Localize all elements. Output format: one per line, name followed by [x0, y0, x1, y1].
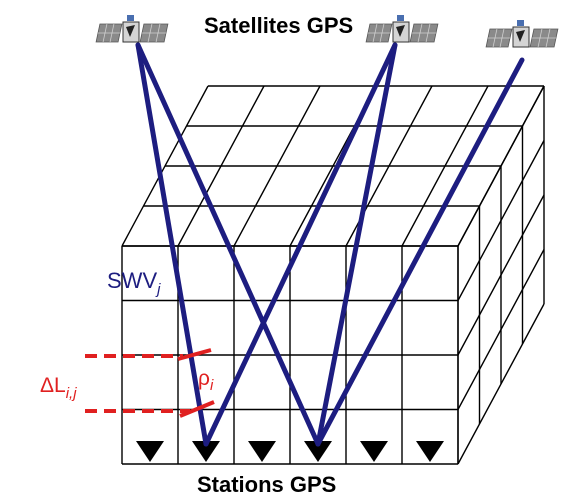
rho-segment-upper	[177, 348, 212, 361]
ray-path	[315, 57, 525, 447]
station-icon	[304, 441, 332, 462]
satellite-icon	[365, 14, 439, 43]
swv-label: SWVj	[107, 268, 161, 298]
satellite-icon	[485, 19, 559, 48]
ray-path	[135, 42, 321, 447]
ray-path	[315, 42, 398, 447]
satellite-icon	[95, 14, 169, 43]
stations-row	[136, 441, 444, 462]
delta-l-label: ΔLi,j	[40, 374, 77, 402]
station-icon	[248, 441, 276, 462]
ray-path	[135, 42, 209, 447]
station-icon	[360, 441, 388, 462]
delta-l-markers	[85, 348, 215, 418]
ray-path	[203, 42, 398, 447]
rho-segment-lower	[179, 400, 215, 418]
station-icon	[136, 441, 164, 462]
satellites-label: Satellites GPS	[204, 13, 353, 38]
station-icon	[416, 441, 444, 462]
signal-rays	[135, 42, 525, 447]
station-icon	[192, 441, 220, 462]
rho-label: ρi	[198, 367, 214, 394]
stations-label: Stations GPS	[197, 472, 336, 497]
